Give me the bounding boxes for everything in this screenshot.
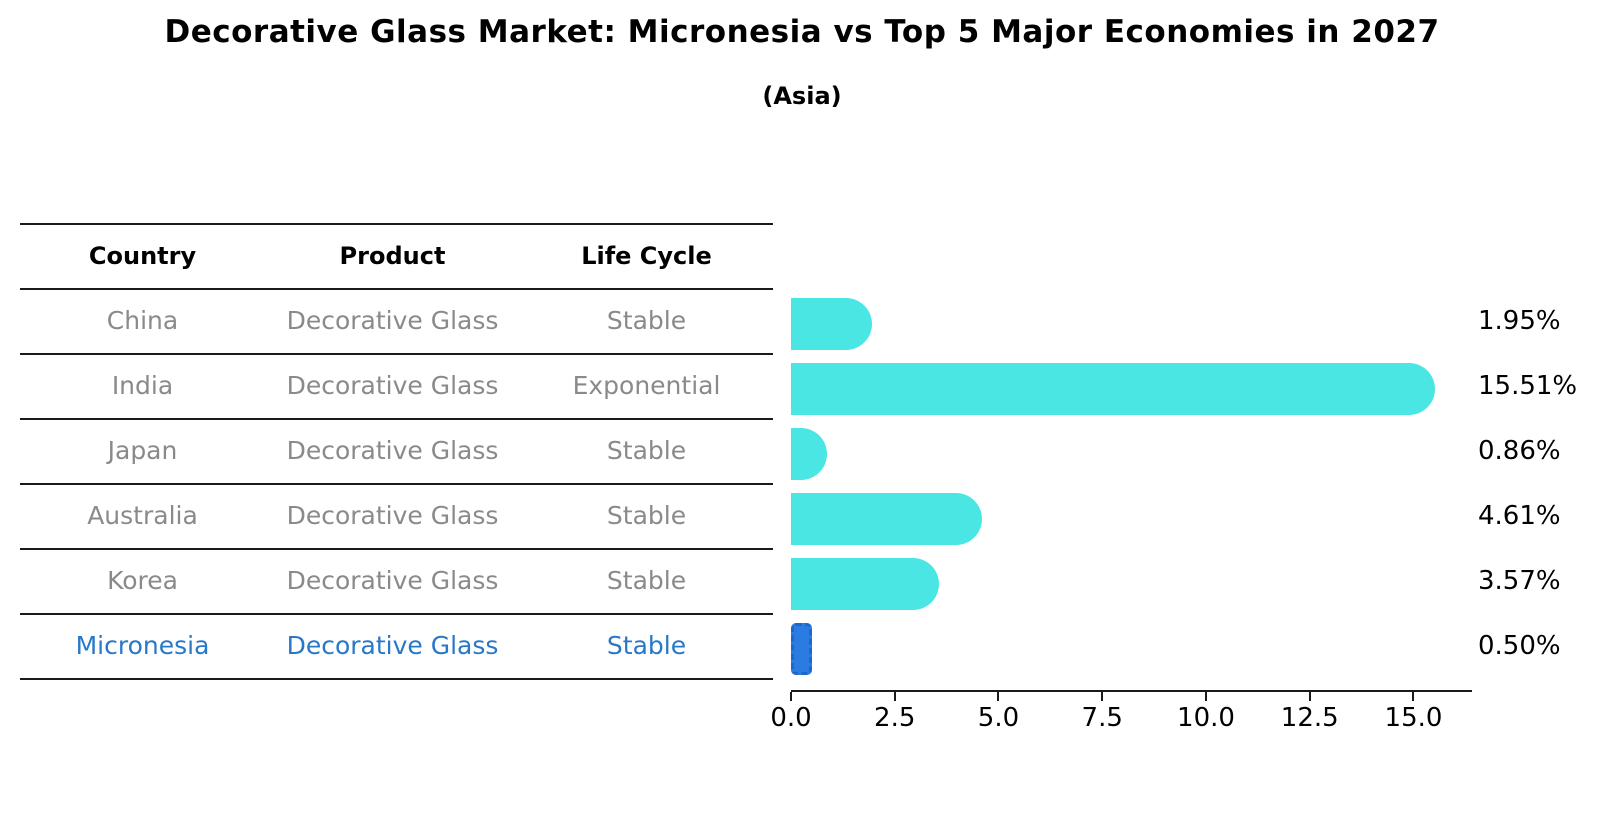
value-label-korea: 3.57%	[1478, 566, 1561, 596]
table-divider	[20, 483, 773, 485]
table-row: Japan Decorative Glass Stable	[20, 418, 773, 483]
value-label-china: 1.95%	[1478, 306, 1561, 336]
x-tick	[893, 692, 896, 701]
x-tick	[1308, 692, 1311, 701]
cell-life-cycle: Stable	[606, 566, 687, 595]
x-tick	[1101, 692, 1104, 701]
value-label-india: 15.51%	[1478, 371, 1578, 401]
x-axis-line	[791, 690, 1472, 692]
bar-micronesia	[791, 623, 812, 675]
table-divider	[20, 223, 773, 225]
cell-life-cycle: Stable	[606, 436, 687, 465]
x-tick-label: 0.0	[770, 703, 812, 733]
cell-product: Decorative Glass	[286, 306, 499, 335]
table-divider	[20, 418, 773, 420]
table-divider	[20, 613, 773, 615]
table-divider	[20, 353, 773, 355]
column-header-country: Country	[88, 241, 197, 270]
x-tick-label: 2.5	[874, 703, 916, 733]
table-row: Korea Decorative Glass Stable	[20, 548, 773, 613]
value-label-micronesia: 0.50%	[1478, 631, 1561, 661]
table-row: China Decorative Glass Stable	[20, 288, 773, 353]
x-tick-label: 7.5	[1081, 703, 1123, 733]
cell-life-cycle: Stable	[606, 501, 687, 530]
bar-row-micronesia	[791, 614, 1472, 679]
column-header-product: Product	[339, 241, 446, 270]
cell-country: Japan	[107, 436, 178, 465]
x-tick-label: 10.0	[1177, 703, 1235, 733]
cell-product: Decorative Glass	[286, 436, 499, 465]
cell-product: Decorative Glass	[286, 501, 499, 530]
chart-title: Decorative Glass Market: Micronesia vs T…	[164, 14, 1440, 50]
cell-country: Micronesia	[75, 631, 210, 660]
x-tick-label: 15.0	[1384, 703, 1443, 733]
x-tick	[1412, 692, 1415, 701]
x-tick-label: 5.0	[977, 703, 1020, 733]
x-tick-label: 12.5	[1280, 703, 1339, 733]
bar-row-australia	[791, 484, 1472, 549]
cell-life-cycle: Stable	[606, 306, 687, 335]
value-label-australia: 4.61%	[1478, 501, 1561, 531]
table-row-highlight-micronesia: Micronesia Decorative Glass Stable	[20, 613, 773, 678]
table-row: Australia Decorative Glass Stable	[20, 483, 773, 548]
x-tick	[1204, 692, 1207, 701]
bar-row-china	[791, 289, 1472, 354]
value-label-japan: 0.86%	[1478, 436, 1561, 466]
bar-japan	[791, 428, 827, 480]
bar-china	[791, 298, 872, 350]
cell-life-cycle: Exponential	[572, 371, 721, 400]
x-tick	[997, 692, 1000, 701]
table-row: India Decorative Glass Exponential	[20, 353, 773, 418]
table-divider	[20, 288, 773, 290]
x-tick	[790, 692, 792, 701]
bar-plot-area	[791, 289, 1472, 679]
value-label-column: 1.95% 15.51% 0.86% 4.61% 3.57% 0.50%	[1478, 289, 1598, 679]
bar-row-korea	[791, 549, 1472, 614]
bar-row-india	[791, 354, 1472, 419]
bar-row-japan	[791, 419, 1472, 484]
cell-product: Decorative Glass	[286, 631, 499, 660]
cell-country: Korea	[107, 566, 178, 595]
bar-australia	[791, 493, 983, 545]
chart-subtitle: (Asia)	[762, 82, 842, 110]
bar-india	[791, 363, 1435, 415]
table-header-row: Country Product Life Cycle	[20, 223, 773, 288]
cell-country: Australia	[87, 501, 198, 530]
column-header-life-cycle: Life Cycle	[581, 241, 712, 270]
cell-life-cycle: Stable	[606, 631, 687, 660]
bar-korea	[791, 558, 940, 610]
table-divider	[20, 678, 773, 680]
cell-country: India	[111, 371, 174, 400]
table-divider	[20, 548, 773, 550]
cell-product: Decorative Glass	[286, 371, 499, 400]
cell-country: China	[106, 306, 179, 335]
cell-product: Decorative Glass	[286, 566, 499, 595]
